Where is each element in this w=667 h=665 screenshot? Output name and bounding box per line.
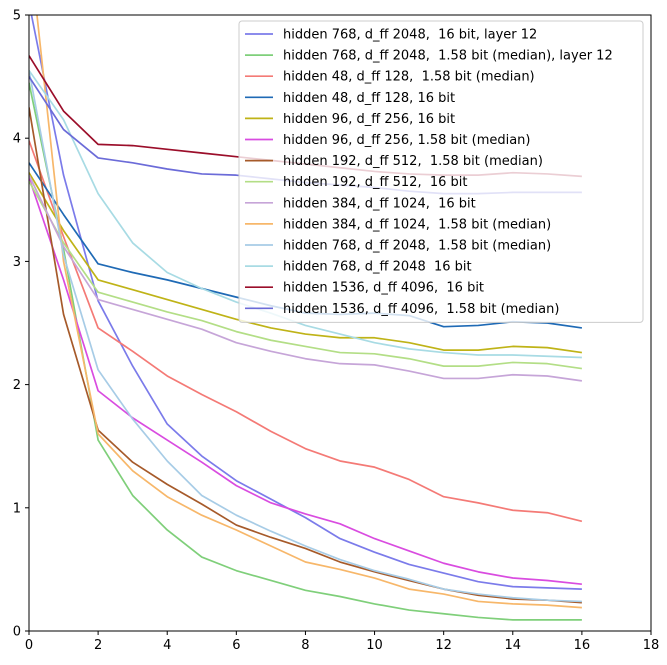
legend-label-10: hidden 768, d_ff 2048, 1.58 bit (median) bbox=[283, 239, 551, 254]
legend-label-0: hidden 768, d_ff 2048, 16 bit, layer 12 bbox=[283, 28, 537, 43]
x-tick-label: 0 bbox=[25, 638, 33, 653]
series-line-4 bbox=[29, 172, 583, 354]
series-line-1 bbox=[29, 82, 582, 621]
series-line-8 bbox=[29, 174, 583, 382]
y-tick-label: 2 bbox=[13, 378, 21, 393]
legend-box bbox=[238, 20, 644, 323]
legend-label-13: hidden 1536, d_ff 4096, 1.58 bit (median… bbox=[283, 302, 559, 317]
series-line-9 bbox=[36, 15, 582, 609]
legend-label-1: hidden 768, d_ff 2048, 1.58 bit (median)… bbox=[283, 49, 613, 64]
y-tick-label: 3 bbox=[13, 255, 21, 270]
x-tick-label: 14 bbox=[505, 638, 522, 653]
y-tick-label: 0 bbox=[13, 625, 21, 640]
x-tick-label: 6 bbox=[232, 638, 240, 653]
x-tick-label: 18 bbox=[643, 638, 660, 653]
y-tick-label: 4 bbox=[13, 132, 21, 147]
x-tick-label: 4 bbox=[163, 638, 171, 653]
y-tick-label: 5 bbox=[13, 9, 21, 24]
legend: hidden 768, d_ff 2048, 16 bit, layer 12 h… bbox=[238, 20, 644, 323]
x-tick-label: 12 bbox=[435, 638, 452, 653]
legend-label-8: hidden 384, d_ff 1024, 16 bit bbox=[283, 196, 476, 211]
legend-label-11: hidden 768, d_ff 2048 16 bit bbox=[283, 260, 472, 275]
legend-label-7: hidden 192, d_ff 512, 16 bit bbox=[283, 175, 468, 190]
series-line-5 bbox=[29, 177, 582, 586]
legend-label-9: hidden 384, d_ff 1024, 1.58 bit (median) bbox=[283, 217, 551, 232]
x-tick-label: 16 bbox=[574, 638, 591, 653]
x-tick-label: 8 bbox=[301, 638, 309, 653]
series-line-2 bbox=[29, 140, 583, 523]
legend-label-3: hidden 48, d_ff 128, 16 bit bbox=[283, 91, 455, 106]
legend-label-5: hidden 96, d_ff 256, 1.58 bit (median) bbox=[283, 133, 531, 148]
plot-frame bbox=[28, 14, 652, 632]
series-line-6 bbox=[29, 107, 582, 604]
legend-label-4: hidden 96, d_ff 256, 16 bit bbox=[283, 112, 455, 127]
legend-label-2: hidden 48, d_ff 128, 1.58 bit (median) bbox=[283, 70, 535, 85]
legend-label-6: hidden 192, d_ff 512, 1.58 bit (median) bbox=[283, 154, 543, 169]
x-tick-label: 2 bbox=[94, 638, 102, 653]
x-tick-label: 10 bbox=[366, 638, 383, 653]
series-line-7 bbox=[29, 180, 583, 370]
legend-label-12: hidden 1536, d_ff 4096, 16 bit bbox=[283, 281, 484, 296]
series-line-10 bbox=[29, 70, 582, 603]
y-tick-label: 1 bbox=[13, 501, 21, 516]
series-line-11 bbox=[29, 69, 582, 359]
